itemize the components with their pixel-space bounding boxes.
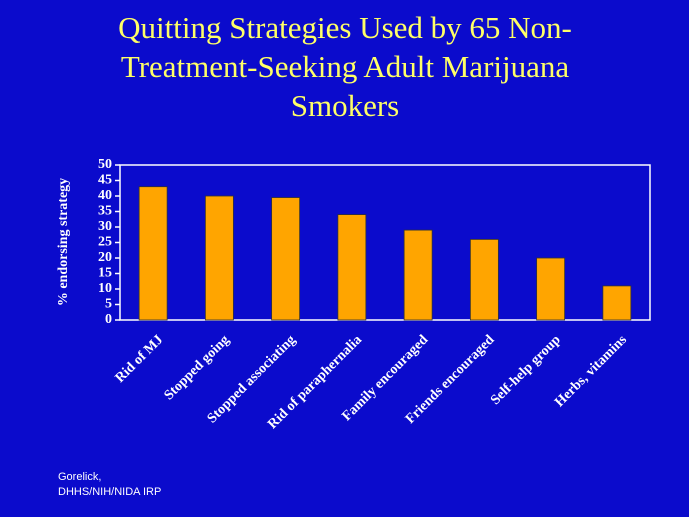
bar	[337, 214, 367, 321]
y-tick-label: 50	[98, 157, 112, 172]
y-tick-label: 30	[98, 219, 112, 234]
x-tick-label: Herbs, vitamins	[552, 332, 630, 410]
bar	[469, 238, 499, 321]
bar	[204, 195, 234, 321]
y-tick-label: 40	[98, 188, 112, 203]
x-tick-label: Self-help group	[488, 332, 564, 408]
bar	[536, 257, 566, 321]
bar	[138, 186, 168, 321]
y-tick-label: 15	[98, 266, 112, 281]
bar	[403, 229, 433, 321]
source-line: Gorelick,	[58, 471, 102, 483]
x-tick-label: Rid of MJ	[113, 332, 167, 386]
y-tick-label: 0	[105, 312, 112, 327]
y-tick-label: 35	[98, 204, 112, 219]
y-tick-label: 20	[98, 250, 112, 265]
plot-frame	[119, 164, 651, 321]
y-tick-label: 45	[98, 173, 112, 188]
bar	[271, 197, 301, 321]
chart-title: Quitting Strategies Used by 65 Non-Treat…	[118, 10, 572, 123]
x-tick-label: Stopped going	[162, 332, 233, 403]
y-tick-label: 5	[105, 297, 112, 312]
y-axis-label: % endorsing strategy	[56, 178, 71, 306]
source-note: Gorelick, DHHS/NIH/NIDA IRP	[58, 470, 161, 500]
y-tick-label: 25	[98, 235, 112, 250]
y-tick-label: 10	[98, 281, 112, 296]
source-line: DHHS/NIH/NIDA IRP	[58, 486, 162, 498]
bar	[602, 285, 632, 321]
